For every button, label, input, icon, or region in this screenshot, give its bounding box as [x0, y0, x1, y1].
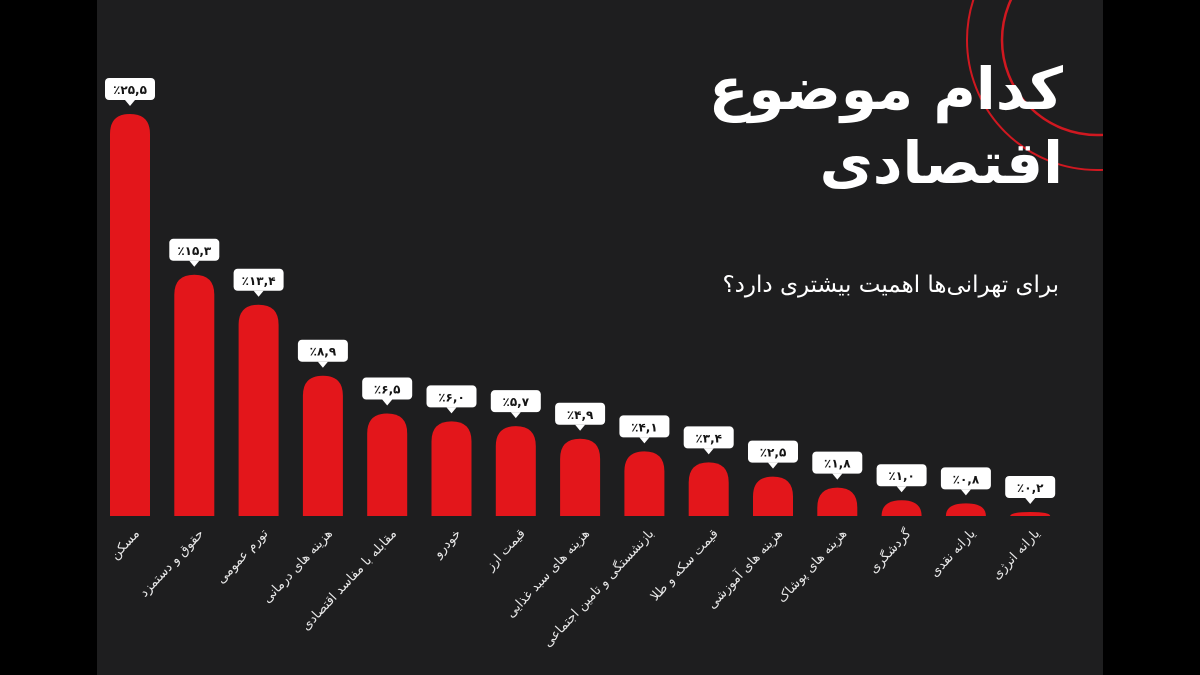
category-label: قیمت سکه و طلا	[648, 526, 722, 604]
bar	[560, 438, 601, 516]
bar	[624, 451, 665, 516]
value-label-box	[297, 339, 348, 362]
category-label: قیمت ارز	[482, 526, 528, 574]
value-label-pointer	[189, 260, 200, 267]
bar	[174, 274, 215, 516]
value-label-box	[619, 415, 670, 438]
infographic-panel: کدام موضوع اقتصادی برای تهرانی‌ها اهمیت …	[97, 0, 1103, 675]
value-label-pointer	[125, 100, 135, 106]
value-label-pointer	[768, 462, 778, 469]
bar	[495, 426, 536, 516]
value-label: ٪۵,۷	[503, 395, 530, 409]
decorative-circle-arcs	[966, 0, 1103, 171]
category-label: تورم عمومی	[214, 526, 272, 587]
value-label-box	[169, 238, 220, 261]
value-label: ٪۱,۰	[888, 469, 915, 483]
value-label: ٪۶,۰	[438, 390, 465, 404]
category-label: یارانه نقدی	[927, 526, 979, 580]
value-label-pointer	[575, 424, 586, 431]
value-label-pointer	[896, 486, 907, 493]
value-label-box	[555, 402, 606, 425]
bar	[817, 487, 858, 516]
bar	[753, 476, 793, 516]
value-label-box	[1005, 476, 1056, 498]
value-label: ٪۰,۸	[953, 472, 980, 486]
value-label: ٪۱۳,۴	[242, 274, 276, 288]
value-label-pointer	[832, 473, 843, 480]
value-label: ٪۳,۴	[695, 431, 722, 445]
value-label-box	[812, 451, 863, 474]
value-label-box	[940, 467, 991, 490]
value-label-pointer	[446, 407, 457, 414]
value-label-box	[105, 78, 155, 100]
bar	[431, 421, 472, 516]
value-label: ٪۸,۹	[310, 345, 337, 359]
value-label: ٪۲۵,۵	[113, 83, 147, 97]
category-label: حقوق و دستمزد	[137, 526, 207, 600]
value-label-box	[748, 440, 798, 463]
category-label: هزینه های پوشاک	[775, 526, 851, 606]
value-label-box	[233, 268, 284, 291]
bar	[367, 413, 408, 516]
value-label: ٪۰,۲	[1017, 481, 1044, 495]
value-label: ٪۱۵,۳	[177, 244, 212, 258]
value-label-box	[876, 464, 927, 487]
value-label: ٪۲,۵	[760, 446, 787, 460]
bar	[302, 375, 343, 516]
value-label-box	[490, 390, 541, 413]
value-label-pointer	[960, 489, 971, 496]
value-label-pointer	[639, 437, 650, 444]
value-label-box	[426, 385, 477, 408]
bar	[945, 503, 986, 516]
category-label: بازنشستگی و تامین اجتماعی	[540, 526, 658, 650]
value-label: ٪۶,۵	[374, 383, 401, 397]
category-label: خودرو	[430, 526, 464, 561]
bar	[110, 114, 150, 516]
chart-title: کدام موضوع اقتصادی	[708, 55, 1063, 197]
category-label: مسکن	[108, 526, 143, 562]
bar	[1010, 512, 1051, 516]
value-label: ٪۴,۹	[567, 408, 594, 422]
value-label: ٪۱,۸	[824, 457, 851, 471]
bar	[238, 304, 279, 516]
bar	[881, 500, 922, 516]
value-label-pointer	[703, 448, 714, 455]
value-label-box	[683, 426, 734, 449]
chart-subtitle: برای تهرانی‌ها اهمیت بیشتری دارد؟	[722, 272, 1059, 298]
value-label-pointer	[317, 361, 328, 368]
bar	[688, 462, 729, 516]
value-label: ٪۴,۱	[631, 420, 658, 434]
value-label-pointer	[1025, 498, 1036, 504]
bar-chart: ٪۲۵,۵ مسکن ٪۱۵,۳ حقوق و دستمزد ٪۱۳,۴ تورم عمو…	[105, 78, 1056, 650]
value-label-box	[362, 377, 413, 400]
category-label: گردشگری	[866, 525, 915, 576]
value-label-pointer	[382, 399, 393, 406]
category-label: یارانه انرژی	[989, 526, 1043, 583]
value-label-pointer	[510, 412, 521, 419]
value-label-pointer	[253, 290, 264, 297]
